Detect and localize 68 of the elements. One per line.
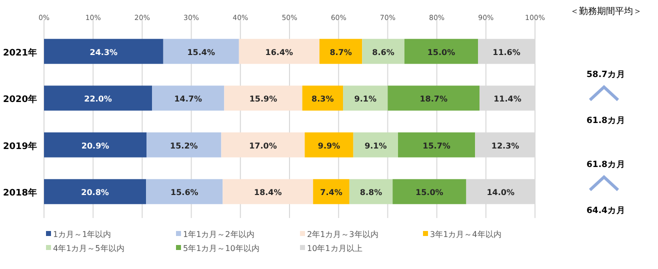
data-label: 11.6% <box>492 48 520 57</box>
data-label: 15.0% <box>416 188 444 198</box>
data-label: 18.7% <box>420 94 448 104</box>
bar <box>222 179 314 204</box>
legend-label: 5年1カ月～10年以内 <box>183 244 260 253</box>
text: 64.4カ月 <box>586 205 626 216</box>
text: ＜勤務期間平均＞ <box>570 6 642 17</box>
bar <box>224 86 302 111</box>
data-label: 15.9% <box>249 94 278 104</box>
bar <box>353 132 398 158</box>
bar <box>349 179 393 204</box>
bar <box>221 132 305 158</box>
data-label: 22.0% <box>84 94 112 104</box>
legend-label: 4年1カ月～5年以内 <box>53 244 124 253</box>
bar <box>146 132 222 158</box>
bar <box>146 179 223 204</box>
data-label: 18.4% <box>254 188 282 198</box>
bar <box>398 132 476 158</box>
data-label: 16.4% <box>265 48 294 57</box>
legend-label: 1カ月～1年以内 <box>53 230 112 239</box>
bar <box>44 132 147 158</box>
text: 61.8カ月 <box>586 159 626 170</box>
data-label: 15.0% <box>427 48 456 57</box>
data-label: 11.4% <box>494 94 522 104</box>
data-label: 15.2% <box>170 141 198 150</box>
data-label: 15.7% <box>422 141 450 150</box>
bar <box>302 86 344 111</box>
y-tick-label: 2021年 <box>2 47 37 58</box>
data-label: 8.8% <box>360 188 382 198</box>
bar <box>319 38 362 64</box>
legend-label: 10年1カ月以上 <box>307 244 362 253</box>
bar <box>163 38 239 64</box>
text: 61.8カ月 <box>586 115 626 126</box>
y-tick-label: 2019年 <box>2 140 37 152</box>
legend-label: 2年1カ月～3年以内 <box>307 230 378 239</box>
data-label: 7.4% <box>320 188 342 198</box>
bar <box>304 132 354 158</box>
data-label: 9.1% <box>364 141 387 150</box>
data-label: 15.4% <box>187 48 216 57</box>
y-tick-label: 2018年 <box>2 188 37 199</box>
data-label: 14.7% <box>174 94 202 104</box>
y-tick-label: 2020年 <box>2 94 37 106</box>
data-label: 20.9% <box>81 141 110 150</box>
data-label: 8.7% <box>330 48 352 57</box>
data-label: 9.1% <box>354 94 376 104</box>
text: 58.7カ月 <box>586 69 626 80</box>
data-label: 14.0% <box>486 188 515 198</box>
bar <box>313 179 350 204</box>
bar <box>388 86 480 111</box>
bar <box>152 86 224 111</box>
bar <box>238 38 320 64</box>
data-label: 17.0% <box>249 141 277 150</box>
data-label: 8.6% <box>372 48 394 57</box>
data-label: 12.3% <box>491 141 520 150</box>
data-label: 20.8% <box>81 188 109 198</box>
bar <box>362 38 404 64</box>
bar <box>44 179 146 204</box>
data-label: 9.9% <box>318 141 340 150</box>
bar <box>44 86 152 111</box>
legend-label: 1年1カ月～2年以内 <box>183 230 254 239</box>
data-label: 15.6% <box>170 188 198 198</box>
bar <box>392 179 466 204</box>
bar <box>44 38 164 64</box>
data-label: 8.3% <box>312 94 334 104</box>
bar <box>404 38 478 64</box>
bar <box>343 86 388 111</box>
legend-label: 3年1カ月～4年以内 <box>430 230 502 239</box>
data-label: 24.3% <box>90 48 118 57</box>
